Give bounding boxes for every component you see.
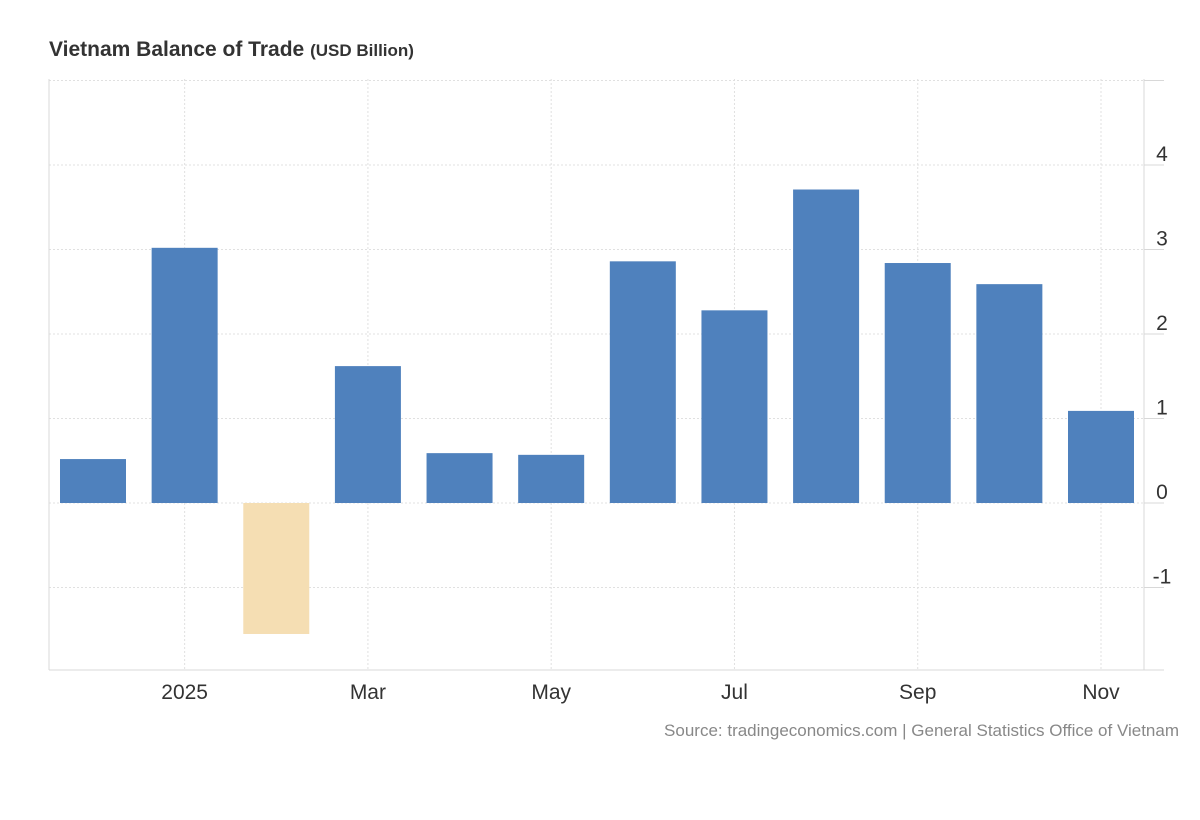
y-tick-label: -1 [1153,566,1172,589]
bar-aug[interactable] [793,189,860,503]
y-tick-label: 3 [1156,228,1168,251]
y-tick-label: 0 [1156,481,1168,504]
bar-jul[interactable] [701,310,768,503]
bar-dec[interactable] [60,459,126,503]
chart-title-text: Vietnam Balance of Trade [49,38,305,61]
bar-oct[interactable] [976,284,1043,503]
y-tick-label: 2 [1156,312,1168,335]
x-tick-label: 2025 [161,681,208,704]
x-tick-label: May [531,681,571,704]
tick-labels: -1 0 1 2 3 4 2025 Mar May Jul Sep Nov [161,143,1171,704]
bar-jun[interactable] [609,261,676,503]
y-tick-label: 1 [1156,397,1168,420]
bar-apr[interactable] [426,453,493,503]
bar-nov[interactable] [1068,410,1134,503]
bars [60,189,1134,634]
x-tick-label: Jul [721,681,748,704]
bar-chart: -1 0 1 2 3 4 2025 Mar May Jul Sep Nov [48,79,1171,704]
bar-sep[interactable] [884,263,951,503]
bar-may[interactable] [518,454,585,503]
bar-mar[interactable] [334,366,401,503]
x-tick-label: Sep [899,681,936,704]
axis-lines [48,79,1164,671]
bar-jan[interactable] [151,247,218,503]
chart-unit: (USD Billion) [310,41,414,60]
x-tick-label: Mar [350,681,386,704]
bar-feb[interactable] [243,503,310,634]
chart-title: Vietnam Balance of Trade (USD Billion) [49,38,414,62]
x-tick-label: Nov [1082,681,1120,704]
chart-source: Source: tradingeconomics.com | General S… [664,721,1179,740]
y-tick-label: 4 [1156,143,1168,166]
grid-lines [49,79,1144,670]
